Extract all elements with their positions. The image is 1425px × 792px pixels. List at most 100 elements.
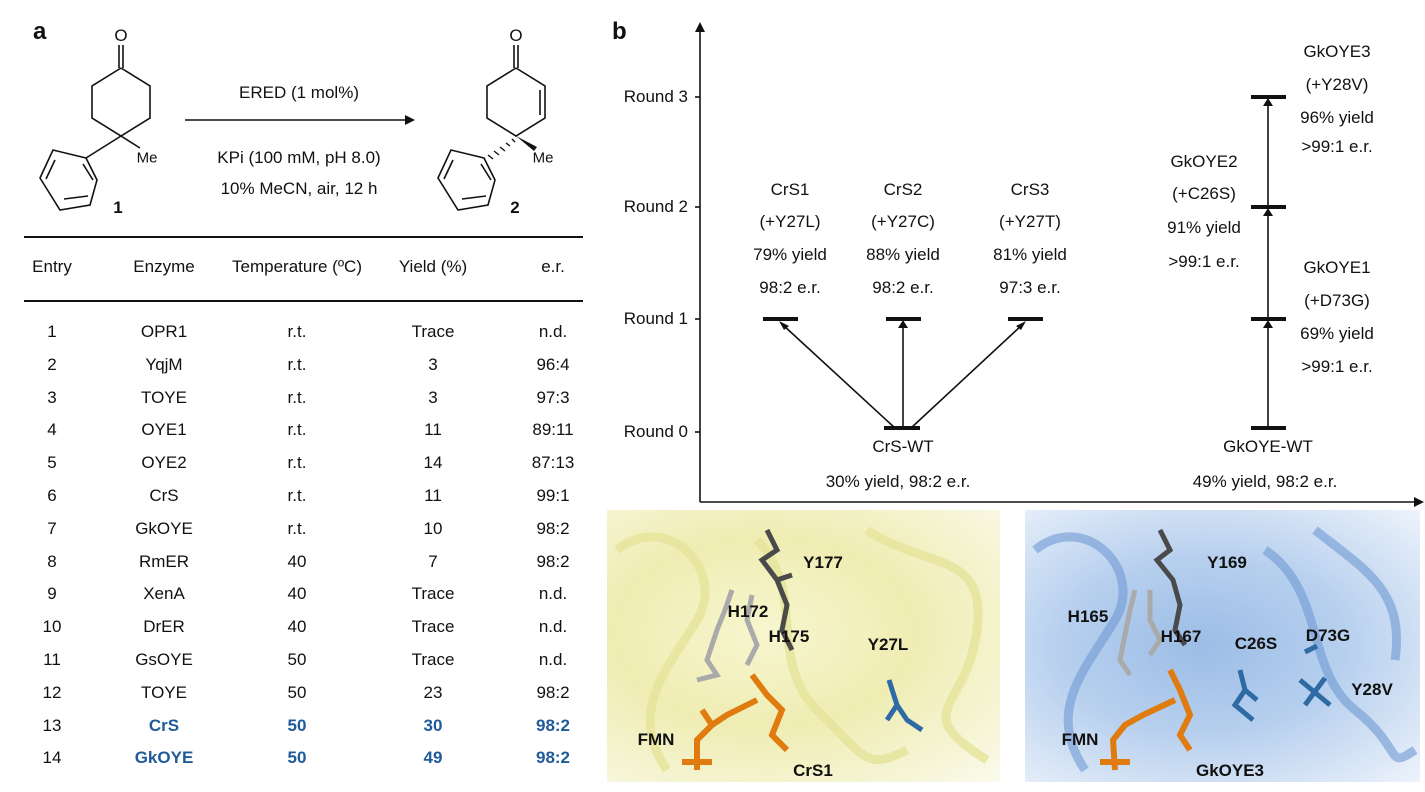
table-cell: r.t. (287, 354, 307, 374)
table-cell: 89:11 (532, 420, 574, 440)
gkoye-wt-name: GkOYE-WT (1223, 437, 1313, 456)
table-cell: 40 (287, 584, 307, 604)
table-cell: 98:2 (536, 518, 570, 538)
conditions-text: 10% MeCN, air, 12 h (220, 179, 378, 198)
table-cell: 50 (287, 748, 307, 768)
table-cell: 23 (423, 682, 443, 702)
level-bar-gkoye-wt (1251, 426, 1286, 430)
table-cell: 6 (47, 486, 57, 505)
gkoye3-structure (1025, 510, 1420, 782)
column-header: Enzyme (133, 257, 195, 276)
table-cell: 9 (47, 584, 57, 604)
crs-wt-stats: 30% yield, 98:2 e.r. (825, 472, 971, 491)
table-cell: 7 (47, 518, 57, 538)
crs-variant-yield: 88% yield (866, 245, 940, 264)
table-cell: 40 (287, 617, 307, 637)
panel-a-label: a (33, 18, 47, 45)
level-bar-crs-wt (884, 426, 920, 430)
table-cell: Trace (411, 584, 455, 604)
residue-label: H175 (768, 627, 810, 646)
table-cell: 87:13 (531, 453, 575, 473)
table-cell: 96:4 (536, 354, 570, 374)
table-cell: OYE2 (141, 453, 187, 473)
table-cell: 14 (423, 453, 443, 473)
table-cell: r.t. (287, 420, 307, 440)
table-cell: 1 (47, 322, 57, 341)
table-cell: RmER (138, 551, 190, 571)
reagent-text: ERED (1 mol%) (239, 83, 359, 102)
table-cell: n.d. (538, 650, 568, 669)
table-cell: YqjM (145, 354, 183, 374)
crs-variant-name: CrS3 (1010, 180, 1050, 199)
table-cell: 11 (43, 650, 61, 669)
table-cell: DrER (143, 617, 185, 637)
table-cell: CrS (148, 715, 180, 735)
residue-label: H167 (1160, 627, 1202, 646)
table-cell: GsOYE (135, 650, 193, 669)
table-cell: TOYE (141, 682, 187, 702)
residue-label: Y28V (1351, 680, 1393, 699)
residue-label: Y27L (867, 635, 909, 654)
table-cell: OYE1 (141, 420, 187, 440)
gkoye-variant-mutation: (+Y28V) (1305, 75, 1369, 94)
gkoye-variant-mutation: (+C26S) (1172, 184, 1236, 203)
crs-wt-name: CrS-WT (872, 437, 934, 456)
gkoye-variant-yield: 91% yield (1167, 218, 1241, 237)
table-cell: 40 (287, 551, 307, 571)
table-cell: r.t. (287, 453, 307, 473)
column-header: Yield (%) (398, 257, 468, 276)
panel-b-label: b (612, 18, 627, 45)
table-cell: 3 (428, 387, 438, 407)
compound-1-label: 1 (113, 198, 123, 217)
crs-variant-name: CrS2 (883, 180, 923, 199)
gkoye-variant-name: GkOYE1 (1303, 258, 1371, 277)
residue-label: D73G (1305, 626, 1351, 645)
oxygen-label: O (509, 26, 523, 45)
table-cell: 49 (423, 748, 443, 768)
crs-variant-er: 97:3 e.r. (999, 278, 1061, 297)
conditions-text: KPi (100 mM, pH 8.0) (217, 148, 381, 167)
column-header: Entry (32, 257, 72, 276)
level-bar-crs3 (1008, 317, 1043, 321)
table-cell: 7 (428, 551, 438, 571)
table-cell: 13 (42, 715, 62, 735)
table-cell: 97:3 (536, 387, 570, 407)
round-label: Round 2 (623, 197, 688, 216)
gkoye-variant-yield: 96% yield (1300, 108, 1374, 127)
table-cell: n.d. (538, 322, 568, 341)
residue-label: H165 (1067, 607, 1109, 626)
oxygen-label: O (114, 26, 128, 45)
table-cell: 50 (287, 682, 307, 702)
level-bar-crs1 (763, 317, 798, 321)
table-cell: 10 (42, 617, 62, 637)
table-cell: 3 (428, 354, 438, 374)
evolution-diagram (695, 22, 1424, 507)
table-cell: OPR1 (140, 322, 188, 341)
table-cell: 98:2 (535, 748, 571, 768)
table-cell: 8 (47, 551, 57, 571)
table-cell: 10 (423, 518, 443, 538)
level-bar-gkoye2 (1251, 205, 1286, 209)
table-cell: 4 (47, 420, 57, 440)
round-label: Round 1 (623, 309, 688, 328)
table-cell: CrS (149, 486, 179, 505)
gkoye-variant-name: GkOYE3 (1303, 42, 1371, 61)
residue-label: H172 (727, 602, 769, 621)
table-cell: TOYE (141, 387, 187, 407)
table-cell: r.t. (287, 322, 307, 341)
gkoye-variant-mutation: (+D73G) (1304, 291, 1370, 310)
table-cell: Trace (411, 650, 455, 669)
structure-name: GkOYE3 (1195, 761, 1265, 780)
table-cell: n.d. (538, 584, 568, 604)
methyl-label: Me (532, 149, 554, 167)
table-cell: 11 (424, 420, 442, 440)
table-cell: r.t. (287, 486, 307, 505)
table-cell: 98:2 (536, 551, 570, 571)
gkoye-variant-name: GkOYE2 (1170, 152, 1238, 171)
gkoye-variant-er: >99:1 e.r. (1301, 357, 1373, 376)
gkoye-wt-stats: 49% yield, 98:2 e.r. (1192, 472, 1338, 491)
table-cell: XenA (143, 584, 185, 604)
crs-variant-name: CrS1 (770, 180, 810, 199)
table-cell: 30 (423, 715, 443, 735)
table-cell: 5 (47, 453, 57, 473)
